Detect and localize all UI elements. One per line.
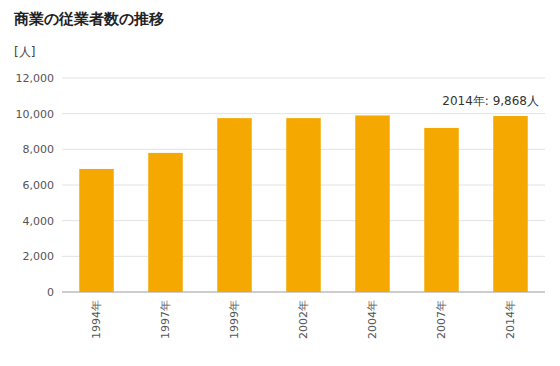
grid-line [62, 78, 545, 79]
y-axis-label: [人] [14, 45, 35, 59]
background [0, 0, 560, 366]
y-tick-label: 12,000 [16, 72, 55, 85]
y-tick-label: 0 [47, 286, 54, 299]
x-tick-label: 2002年 [297, 300, 310, 339]
bar [424, 128, 459, 292]
chart-container: 商業の従業者数の推移 [人] 0 2,000 4,000 6,000 8,000 10,000… [0, 0, 560, 366]
grid-line [62, 113, 545, 114]
x-axis-line [62, 292, 545, 293]
grid-line [62, 292, 545, 293]
bar [148, 153, 183, 292]
bar [79, 169, 114, 292]
bar [355, 115, 390, 292]
x-tick-label: 2004年 [366, 300, 379, 339]
y-tick-label: 2,000 [23, 250, 55, 263]
bar [493, 116, 528, 292]
grid [62, 78, 545, 292]
x-tick-label: 2014年 [504, 300, 517, 339]
x-tick-label: 1999年 [228, 300, 241, 339]
chart-svg: 商業の従業者数の推移 [人] 0 2,000 4,000 6,000 8,000 10,000… [0, 0, 560, 366]
bar [217, 118, 252, 292]
bar [286, 118, 321, 292]
bars [79, 115, 528, 292]
x-tick-label: 1994年 [90, 300, 103, 339]
title: 商業の従業者数の推移 [13, 10, 164, 28]
x-tick-label: 1997年 [159, 300, 172, 339]
y-tick-label: 6,000 [23, 179, 55, 192]
y-tick-label: 8,000 [23, 143, 55, 156]
annotation: 2014年: 9,868人 [442, 94, 539, 108]
y-tick-label: 10,000 [16, 108, 55, 121]
y-tick-label: 4,000 [23, 215, 55, 228]
x-tick-label: 2007年 [435, 300, 448, 339]
